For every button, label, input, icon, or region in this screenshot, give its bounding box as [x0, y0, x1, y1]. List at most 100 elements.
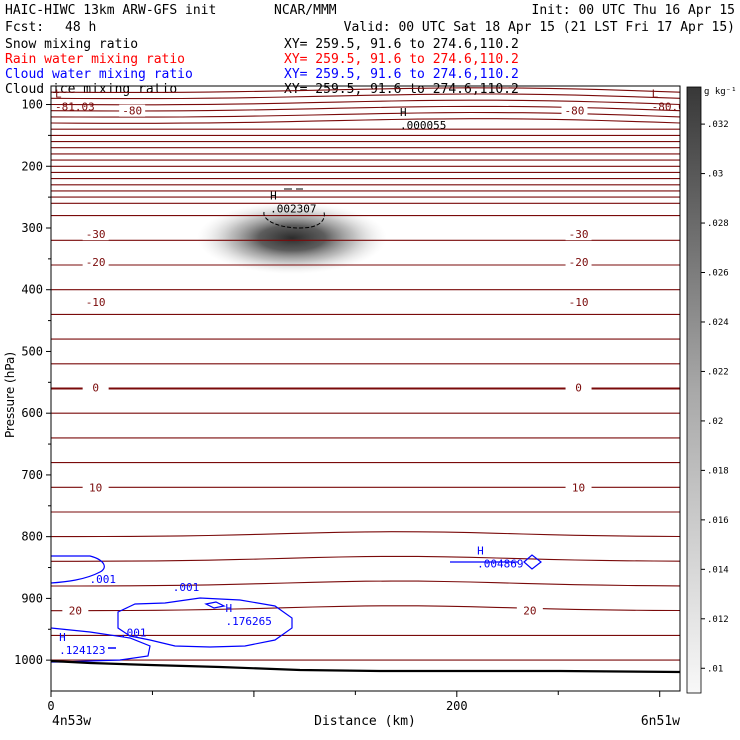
x-tick-label: 0	[47, 699, 54, 713]
field-name-snow: Snow mixing ratio	[5, 37, 138, 52]
extremum-value: .000055	[400, 119, 446, 132]
y-tick-label: 600	[21, 406, 43, 420]
field-name-cloud-ice: Cloud ice mixing ratio	[5, 82, 177, 97]
extremum-type: H	[270, 189, 277, 202]
colorbar-tick-label: .026	[707, 269, 729, 279]
colorbar-tick-label: .01	[707, 664, 723, 674]
isotherm-label-bg	[62, 604, 89, 617]
terrain-line	[51, 659, 680, 674]
extrema-labels: L-81.03L-80.6H.000055H.002307H.004869H.1…	[55, 88, 685, 657]
field-name-rain: Rain water mixing ratio	[5, 52, 185, 67]
cloud-water-contour-right	[450, 554, 542, 570]
isotherm-line	[51, 531, 680, 538]
field-xy-cloud-water: XY= 259.5, 91.6 to 274.6,110.2	[284, 67, 519, 82]
extremum-value: -81.03	[55, 101, 95, 114]
colorbar: g kg⁻¹ .01 .012 .014 .016 .018 .02 .022 .024 .02…	[686, 86, 737, 694]
forecast-label: Fcst:	[5, 20, 44, 35]
extremum-value: .004869	[477, 557, 523, 570]
colorbar-gradient	[686, 86, 702, 694]
snow-mixing-ratio-contour	[263, 188, 325, 229]
isotherm-label: -20	[86, 256, 106, 269]
figure-title: HAIC-HIWC 13km ARW-GFS init	[5, 3, 216, 18]
x-axis-label: Distance (km)	[314, 714, 416, 729]
isotherm-label: 0	[92, 381, 99, 394]
isotherm-label: -30	[569, 228, 589, 241]
extremum-value: .124123	[59, 644, 105, 657]
valid-time: Valid: 00 UTC Sat 18 Apr 15 (21 LST Fri …	[344, 20, 735, 35]
extremum-value: -80.6	[652, 101, 685, 114]
x-tick-label: 200	[446, 699, 468, 713]
extremum-value: .176265	[225, 615, 271, 628]
isotherm-line	[51, 580, 680, 587]
cloud-water-label: .001	[120, 627, 146, 640]
isotherm-label-bg	[119, 104, 146, 117]
isotherm-label-bg	[561, 104, 588, 117]
isotherm-label-bg	[565, 481, 592, 494]
y-tick-label: 900	[21, 591, 43, 605]
plot-frame	[50, 85, 681, 692]
cloud-water-contour-center	[117, 597, 293, 648]
cloud-water-contours	[51, 554, 542, 663]
field-xy-snow: XY= 259.5, 91.6 to 274.6,110.2	[284, 37, 519, 52]
y-tick-label: 1000	[14, 653, 43, 667]
organization: NCAR/MMM	[274, 3, 337, 18]
isotherm-label: -20	[569, 256, 589, 269]
isotherm-label: 0	[575, 381, 582, 394]
colorbar-tick-label: .014	[707, 565, 729, 575]
isotherm-label: -80	[565, 105, 585, 118]
colorbar-unit: g kg⁻¹	[704, 87, 737, 97]
cloud-water-contour-inner	[204, 601, 226, 609]
y-axis-label: Pressure (hPa)	[3, 352, 17, 438]
isotherm-label: -80	[122, 105, 142, 118]
extremum-type: H	[477, 544, 484, 557]
isotherm-line	[51, 555, 680, 562]
isotherm-line	[51, 87, 680, 93]
colorbar-tick-label: .016	[707, 516, 729, 526]
snow-mixing-ratio-shading	[197, 202, 387, 274]
isotherm-label: -10	[569, 296, 589, 309]
isotherm-label-bg	[82, 228, 109, 241]
y-tick-label: 400	[21, 283, 43, 297]
isotherm-label-bg	[82, 481, 109, 494]
colorbar-tick-label: .018	[707, 466, 729, 476]
isotherm-label: 10	[89, 481, 102, 494]
colorbar-tick-label: .02	[707, 417, 723, 427]
extremum-type: L	[55, 88, 62, 101]
y-tick-label: 800	[21, 530, 43, 544]
x-axis: 0 200	[47, 691, 661, 713]
colorbar-tick-label: .012	[707, 615, 729, 625]
colorbar-tick-label: .024	[707, 318, 729, 328]
isotherm-line	[51, 93, 680, 100]
isotherm-label: 10	[572, 481, 585, 494]
extremum-type: H	[400, 106, 407, 119]
isotherm-label: -10	[86, 296, 106, 309]
init-time: Init: 00 UTC Thu 16 Apr 15	[532, 3, 736, 18]
x-endpoint-right: 6n51w	[641, 714, 680, 729]
cloud-water-contour-left	[51, 555, 105, 584]
extremum-value: .002307	[270, 202, 316, 215]
cloud-water-labels: .001 .001 .001	[90, 573, 200, 640]
temperature-contours: -80 -80 -30 -30 -20 -20 -10 -10 0 0 10 10 20 20	[51, 87, 680, 661]
isotherm-label-bg	[82, 255, 109, 268]
snow-contour-line	[263, 211, 325, 229]
isotherm-label-bg	[82, 381, 109, 394]
isotherm-line	[51, 605, 680, 612]
extremum-type: H	[225, 602, 232, 615]
isotherm-line	[51, 118, 680, 124]
field-xy-rain: XY= 259.5, 91.6 to 274.6,110.2	[284, 52, 519, 67]
isotherm-label-bg	[565, 296, 592, 309]
extremum-type: L	[652, 88, 659, 101]
forecast-hours: 48 h	[65, 20, 96, 35]
y-tick-label: 100	[21, 98, 43, 112]
isotherm-line	[51, 99, 680, 106]
colorbar-tick-label: .028	[707, 219, 729, 229]
colorbar-tick-label: .032	[707, 120, 729, 130]
extremum-type: H	[59, 631, 66, 644]
isotherm-label-bg	[516, 604, 543, 617]
isotherm-label: 20	[523, 605, 536, 618]
isotherm-label-bg	[565, 381, 592, 394]
isotherm-label: -30	[86, 228, 106, 241]
x-endpoint-left: 4n53w	[52, 714, 91, 729]
